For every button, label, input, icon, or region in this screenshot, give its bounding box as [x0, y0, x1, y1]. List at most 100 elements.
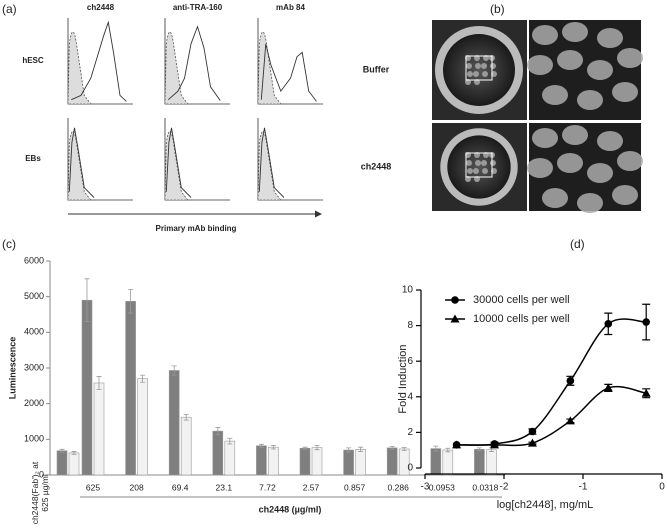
y-tick-label: 4 — [407, 391, 413, 402]
x-tick-label: 23.1 — [216, 482, 233, 492]
panel-label: (a) — [2, 2, 17, 16]
colony — [527, 158, 553, 178]
row-label: hESC — [22, 56, 44, 65]
y-tick-label: 2000 — [24, 398, 44, 408]
error-bar — [140, 374, 146, 383]
bar — [180, 416, 192, 476]
colony — [490, 160, 496, 166]
column-header: anti-TRA-160 — [173, 3, 223, 12]
x-tick-label: 625 — [86, 482, 100, 492]
colony — [532, 25, 558, 45]
error-bar — [302, 446, 308, 450]
error-bar — [314, 444, 320, 451]
error-bar — [433, 445, 439, 452]
marker — [642, 318, 650, 326]
test-histogram — [71, 20, 127, 102]
marker — [565, 416, 575, 425]
bar — [212, 430, 224, 476]
panel-label: (c) — [2, 237, 16, 251]
marker — [641, 388, 651, 397]
bar — [299, 447, 311, 476]
zoom-box — [465, 152, 493, 178]
error-bar — [258, 443, 264, 448]
row-label: ch2448 — [361, 161, 392, 171]
column-header: ch2448 — [87, 3, 115, 12]
x-tick-label: 0 — [659, 482, 665, 493]
bar — [125, 301, 136, 476]
control-histogram — [67, 130, 92, 201]
colony — [542, 188, 568, 208]
colony — [542, 85, 568, 105]
row-label: Buffer — [363, 64, 390, 74]
marker — [528, 427, 537, 436]
legend-label: 30000 cells per well — [473, 294, 570, 306]
bar — [137, 378, 148, 476]
error-bar — [84, 278, 90, 323]
panel-label: (d) — [570, 237, 585, 251]
colony — [612, 82, 638, 102]
error-bar — [59, 448, 65, 453]
x-axis-label: ch2448 (µg/ml) — [259, 504, 322, 514]
colony — [467, 168, 473, 174]
colony — [475, 160, 481, 166]
error-bar — [445, 447, 451, 453]
colony — [473, 71, 479, 77]
y-axis-label: Fold Induction — [397, 344, 409, 413]
panel-label: (b) — [490, 2, 505, 16]
colony — [597, 131, 623, 151]
error-bar — [358, 446, 364, 452]
x-axis-label: log[ch2448], mg/mL — [497, 499, 594, 511]
bar — [224, 440, 236, 476]
legend-label: 10000 cells per well — [473, 313, 570, 325]
arrow-head — [315, 210, 322, 218]
y-tick-label: 10 — [402, 285, 414, 296]
y-tick-label: 0 — [39, 469, 44, 479]
x-tick-label: -1 — [579, 482, 588, 493]
colony — [527, 55, 553, 75]
colony — [562, 125, 588, 145]
colony — [482, 168, 488, 174]
y-axis-label: Luminescence — [7, 337, 17, 400]
test-histogram — [260, 43, 317, 102]
x-tick-label: 69.4 — [172, 482, 189, 492]
x-tick-label: 208 — [130, 482, 144, 492]
colony — [466, 160, 472, 166]
row-label: EBs — [25, 154, 41, 163]
colony — [557, 50, 583, 70]
y-tick-label: 1000 — [24, 434, 44, 444]
test-histogram — [165, 127, 192, 198]
colony — [597, 28, 623, 48]
bar — [442, 449, 454, 476]
column-header: mAb 84 — [276, 3, 305, 12]
marker — [452, 440, 462, 449]
y-tick-label: 6 — [407, 356, 413, 367]
bar — [68, 452, 80, 476]
colony — [587, 163, 613, 183]
bar — [486, 449, 497, 476]
well — [447, 135, 511, 199]
colony — [482, 71, 488, 77]
control-histogram — [164, 31, 189, 105]
colony — [587, 60, 613, 80]
x-tick-label: 0.0953 — [429, 482, 455, 492]
x-tick-label: -3 — [421, 482, 430, 493]
colony — [473, 168, 479, 174]
colony — [617, 48, 643, 68]
legend-marker — [451, 296, 459, 304]
test-histogram — [168, 25, 221, 101]
error-bar — [346, 447, 352, 453]
x-tick-label: 0.0318 — [472, 482, 498, 492]
marker — [604, 320, 613, 328]
bar — [311, 447, 323, 476]
error-bar — [389, 446, 395, 450]
x-tick-label-box: ch2448(Fab')₂ at 625 µg/ml — [30, 462, 50, 525]
colony — [617, 151, 643, 171]
x-tick-label: 7.72 — [259, 482, 276, 492]
colony — [467, 71, 473, 77]
y-tick-label: 8 — [407, 320, 413, 331]
bar — [430, 448, 442, 476]
bar — [268, 446, 279, 476]
zoom-box — [465, 55, 493, 81]
bar — [474, 449, 485, 476]
